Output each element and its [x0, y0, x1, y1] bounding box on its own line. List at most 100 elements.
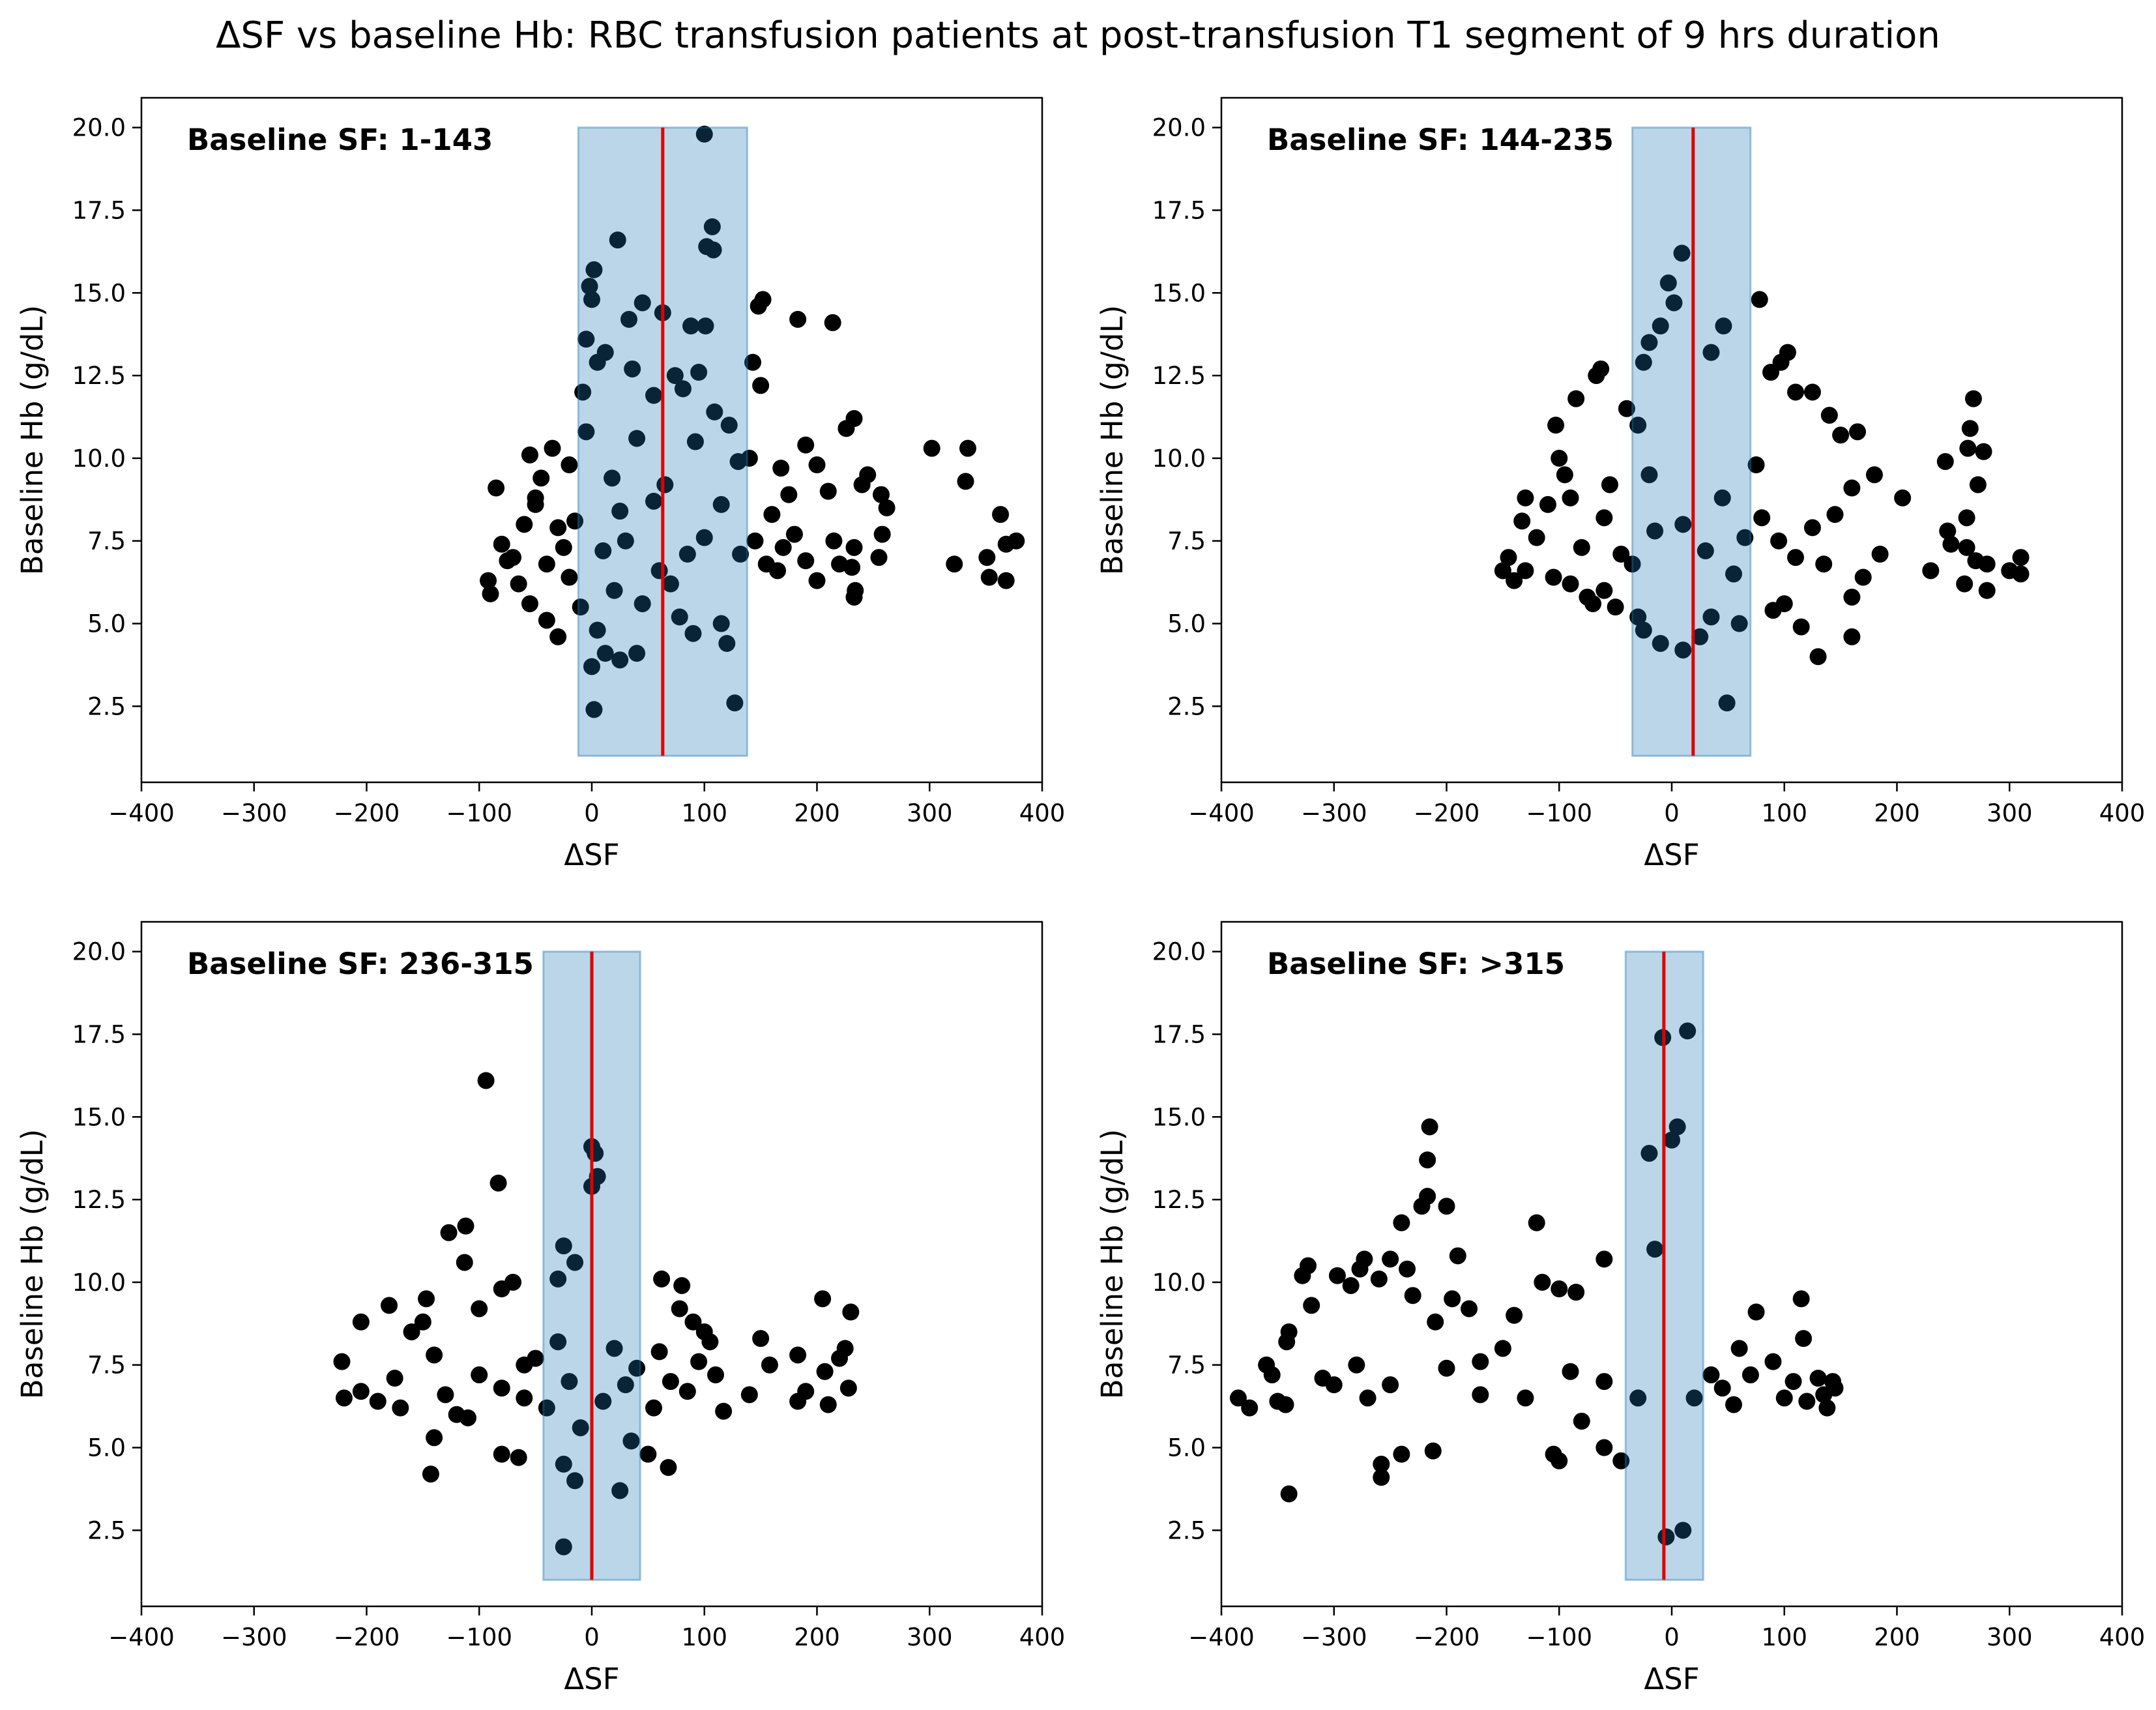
data-point [650, 1343, 668, 1361]
data-point [1725, 565, 1743, 583]
data-point [493, 1379, 510, 1397]
data-point [752, 377, 770, 394]
data-point [611, 1482, 629, 1499]
data-point [774, 538, 792, 556]
data-point [1528, 1214, 1545, 1231]
y-tick-label: 12.5 [72, 1186, 126, 1214]
data-point [1646, 1241, 1664, 1258]
data-point [712, 495, 730, 513]
data-point [538, 1399, 555, 1417]
data-point [992, 506, 1010, 523]
data-point [1718, 694, 1736, 712]
data-point [653, 1270, 671, 1288]
data-point [403, 1323, 420, 1340]
data-point [1673, 244, 1691, 262]
data-point [1629, 417, 1647, 434]
data-point [611, 503, 629, 520]
data-point [1809, 648, 1827, 666]
data-point [488, 479, 505, 497]
data-point [426, 1429, 443, 1447]
panel-1: −400 −300 −200 −100 0 100 200 300 400 2.5 5.0 7.5 10… [15, 96, 1065, 872]
data-point [352, 1383, 370, 1400]
data-point [1567, 1284, 1585, 1301]
data-point [678, 546, 696, 563]
data-point [1612, 546, 1630, 563]
x-tick-label: 100 [681, 799, 727, 827]
data-point [1849, 423, 1867, 441]
data-point [712, 615, 730, 632]
data-point [1725, 1396, 1743, 1413]
data-point [581, 278, 598, 295]
data-point [660, 1458, 677, 1476]
x-tick-label: 200 [1874, 1623, 1920, 1651]
data-point [1278, 1333, 1296, 1351]
data-point [673, 1276, 691, 1294]
x-tick-label: 400 [2099, 799, 2146, 827]
data-point [1663, 1131, 1680, 1149]
data-point [1373, 1469, 1390, 1486]
data-point [705, 241, 722, 259]
data-point [572, 598, 589, 616]
x-tick-label: 0 [584, 1623, 600, 1651]
data-point [1562, 489, 1579, 507]
data-point [1494, 562, 1511, 580]
data-point [1438, 1198, 1455, 1215]
data-point [583, 291, 600, 308]
data-point [656, 476, 674, 494]
data-point [1517, 562, 1534, 580]
data-point [493, 535, 510, 553]
data-point [437, 1386, 454, 1404]
data-point [1506, 1306, 1523, 1324]
data-point [639, 1445, 657, 1463]
data-point [1539, 495, 1556, 513]
data-point [1809, 1370, 1827, 1387]
data-point [392, 1399, 409, 1417]
data-point [870, 549, 888, 567]
data-point [1008, 532, 1025, 550]
data-point [1635, 621, 1652, 639]
x-tick-label: 0 [1664, 799, 1680, 827]
data-point [566, 1254, 584, 1271]
data-point [671, 608, 688, 626]
data-point [335, 1389, 353, 1407]
data-point [1702, 1366, 1720, 1383]
panel-label: Baseline SF: 1-143 [187, 123, 493, 157]
data-point [504, 549, 522, 567]
data-point [1635, 353, 1652, 371]
data-point [1303, 1297, 1320, 1314]
data-point [609, 231, 626, 249]
data-point [628, 1359, 646, 1377]
data-point [1762, 364, 1780, 381]
data-point [617, 1376, 634, 1394]
scatter-points [1229, 1022, 1844, 1546]
data-point [628, 430, 646, 447]
y-tick-label: 7.5 [87, 1351, 126, 1379]
data-point [1562, 1363, 1579, 1380]
data-point [555, 1237, 572, 1255]
data-point [594, 1393, 612, 1410]
data-point [577, 331, 595, 348]
data-point [1969, 476, 1987, 494]
data-point [1534, 1273, 1551, 1291]
data-point [1843, 588, 1861, 606]
data-point [544, 439, 561, 457]
data-point [1506, 572, 1523, 589]
data-point [1922, 562, 1940, 580]
data-point [853, 476, 871, 494]
data-point [1691, 628, 1709, 645]
data-point [422, 1466, 439, 1483]
data-point [1747, 456, 1765, 474]
data-point [1730, 615, 1748, 632]
y-tick-label: 2.5 [87, 692, 126, 720]
data-point [1314, 1370, 1332, 1387]
y-tick-label: 5.0 [1167, 1434, 1206, 1462]
data-point [589, 353, 606, 371]
y-tick-label: 2.5 [87, 1516, 126, 1544]
data-point [549, 628, 567, 645]
y-tick-label: 10.0 [72, 445, 126, 473]
y-tick-label: 17.5 [1152, 1020, 1206, 1048]
data-point [585, 261, 603, 278]
data-point [1413, 1198, 1431, 1215]
data-point [1715, 317, 1732, 334]
data-point [1674, 1522, 1692, 1539]
